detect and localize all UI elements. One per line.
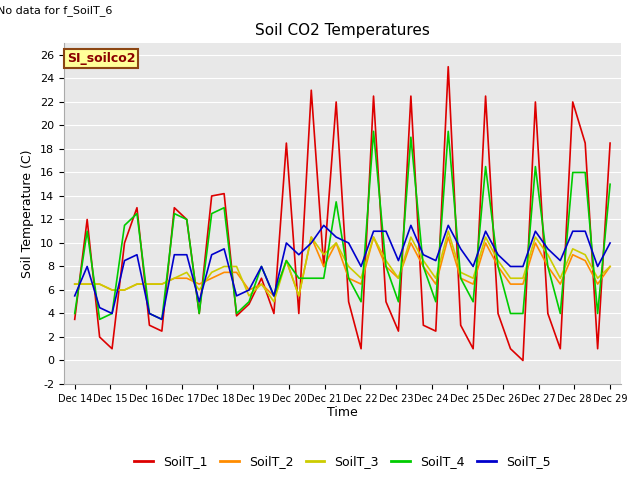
X-axis label: Time: Time bbox=[327, 407, 358, 420]
Y-axis label: Soil Temperature (C): Soil Temperature (C) bbox=[22, 149, 35, 278]
Text: SI_soilco2: SI_soilco2 bbox=[67, 52, 135, 65]
Text: No data for f_SoilT_6: No data for f_SoilT_6 bbox=[0, 5, 113, 16]
Legend: SoilT_1, SoilT_2, SoilT_3, SoilT_4, SoilT_5: SoilT_1, SoilT_2, SoilT_3, SoilT_4, Soil… bbox=[129, 450, 556, 473]
Title: Soil CO2 Temperatures: Soil CO2 Temperatures bbox=[255, 23, 430, 38]
